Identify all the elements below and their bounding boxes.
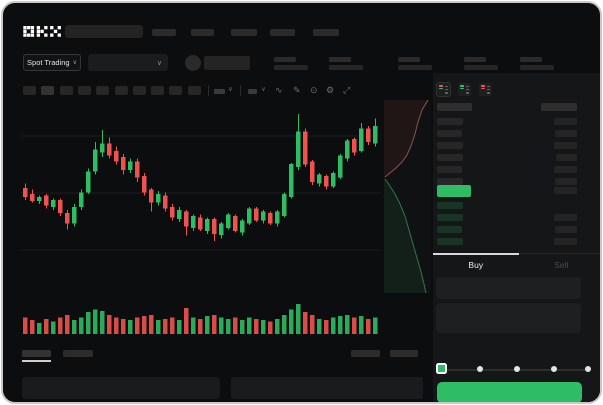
slider-stop[interactable]	[585, 366, 591, 372]
timeframe-button[interactable]	[187, 86, 201, 95]
ticker-stat	[274, 57, 314, 73]
chevron-down-icon[interactable]: ∨	[228, 86, 233, 93]
ask-row-amount[interactable]	[555, 178, 577, 185]
trade-tabs: Buy Sell	[433, 253, 600, 273]
gear-icon[interactable]: ⚙	[326, 85, 335, 95]
bid-row-price[interactable]	[437, 214, 463, 221]
ticker-stat	[398, 57, 438, 73]
bottom-tab-underline	[22, 360, 51, 362]
slider-stop[interactable]	[477, 366, 483, 372]
ask-row-amount[interactable]	[555, 130, 577, 137]
bottom-link-1[interactable]	[351, 350, 380, 357]
pair-name-placeholder	[204, 56, 250, 70]
timeframe-button[interactable]	[77, 86, 91, 95]
last-price-highlight[interactable]	[437, 185, 471, 197]
amount-slider-handle[interactable]	[436, 363, 447, 374]
timeframe-button[interactable]	[169, 86, 183, 95]
tab-buy[interactable]: Buy	[468, 260, 484, 270]
orderbook-header-left	[437, 103, 472, 111]
timeframe-button[interactable]	[114, 86, 128, 95]
orderbook-view-all-icon[interactable]	[436, 82, 451, 97]
ask-row-price[interactable]	[437, 178, 463, 185]
depth-chart[interactable]	[384, 99, 431, 294]
slider-stop[interactable]	[514, 366, 520, 372]
timeframe-button[interactable]	[23, 86, 36, 95]
timeframe-button[interactable]	[132, 86, 146, 95]
ticker-stat	[464, 57, 504, 73]
active-tab-indicator	[433, 253, 519, 255]
ticker-stat	[520, 57, 560, 73]
bid-row-amount[interactable]	[554, 214, 577, 221]
bid-row-amount[interactable]	[554, 238, 577, 245]
timezone-dropdown[interactable]	[214, 89, 225, 94]
coin-avatar	[185, 55, 201, 71]
right-panel: Buy Sell	[433, 73, 600, 402]
ask-row-price[interactable]	[437, 154, 463, 161]
candlestick-chart[interactable]	[21, 98, 381, 338]
search-input[interactable]	[65, 25, 143, 38]
ask-row-amount[interactable]	[554, 118, 577, 125]
ask-row-price[interactable]	[437, 166, 462, 173]
orderbook-header-right	[541, 103, 577, 111]
tab-sell[interactable]: Sell	[554, 260, 569, 270]
bottom-tab-orders[interactable]	[22, 350, 51, 357]
orderbook-view-bids-icon[interactable]	[458, 83, 471, 96]
ask-row-price[interactable]	[437, 142, 463, 149]
market-type-dropdown[interactable]: Spot Trading ∨	[23, 54, 81, 71]
bottom-panel-right	[231, 377, 423, 399]
orderbook-view-asks-icon[interactable]	[479, 83, 492, 96]
nav-item-1[interactable]	[152, 29, 176, 36]
bid-row-amount[interactable]	[555, 226, 577, 233]
timeframe-button[interactable]	[59, 86, 73, 95]
nav-item-5[interactable]	[313, 29, 339, 36]
chevron-down-icon: ∨	[156, 59, 162, 67]
price-input[interactable]	[436, 277, 581, 299]
pair-selector-dropdown[interactable]: ∨	[88, 54, 168, 71]
chart-style-dropdown[interactable]	[248, 89, 257, 94]
ask-row-price[interactable]	[437, 130, 462, 137]
timeframe-button[interactable]	[41, 86, 55, 95]
ask-row-amount[interactable]	[554, 187, 577, 194]
ticker-stat	[329, 57, 369, 73]
chevron-down-icon: ∨	[72, 60, 77, 66]
nav-item-3[interactable]	[231, 29, 257, 36]
bottom-panel-left	[22, 377, 220, 399]
camera-icon[interactable]: ⊙	[310, 85, 318, 95]
header	[3, 3, 600, 47]
amount-input[interactable]	[436, 303, 581, 333]
bottom-tab-history[interactable]	[63, 350, 93, 357]
timeframe-button[interactable]	[151, 86, 165, 95]
bid-row-price[interactable]	[437, 238, 463, 245]
nav-item-4[interactable]	[270, 29, 295, 36]
buy-button[interactable]	[437, 382, 582, 402]
fullscreen-icon[interactable]: ⤢	[343, 85, 351, 95]
bid-row-price[interactable]	[437, 226, 462, 233]
ask-row-amount[interactable]	[556, 154, 577, 161]
ask-row-price[interactable]	[437, 118, 463, 125]
nav-item-2[interactable]	[191, 29, 214, 36]
slider-stop[interactable]	[551, 366, 557, 372]
okx-logo	[23, 26, 61, 37]
bid-row-price[interactable]	[437, 202, 463, 209]
chevron-down-icon[interactable]: ∨	[261, 86, 266, 93]
timeframe-button[interactable]	[96, 86, 110, 95]
bottom-link-2[interactable]	[390, 350, 418, 357]
indicator-wave-icon[interactable]: ∿	[275, 85, 283, 95]
draw-pencil-icon[interactable]: ✎	[293, 85, 301, 95]
market-type-label: Spot Trading	[27, 58, 70, 67]
ask-row-amount[interactable]	[554, 142, 577, 149]
ask-row-amount[interactable]	[554, 166, 577, 173]
